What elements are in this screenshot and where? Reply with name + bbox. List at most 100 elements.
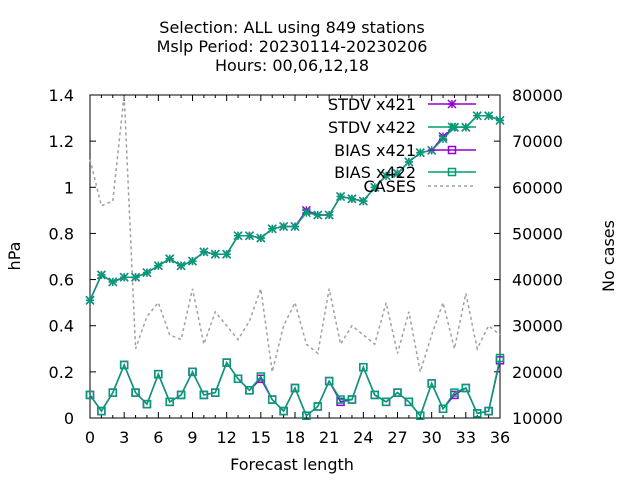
data-point — [447, 99, 457, 109]
data-point — [245, 386, 254, 395]
data-point — [381, 171, 391, 181]
y2-axis-label: No cases — [599, 220, 618, 292]
data-point — [302, 411, 311, 420]
data-point — [222, 358, 231, 367]
data-point-stroke — [210, 249, 220, 259]
series-line — [89, 115, 501, 301]
x-tick-label: 15 — [251, 428, 271, 447]
data-point-stroke — [381, 171, 391, 181]
data-point — [404, 157, 414, 167]
data-point-stroke — [404, 157, 414, 167]
data-point-stroke — [85, 295, 95, 305]
x-tick-label: 6 — [153, 428, 163, 447]
data-point — [404, 397, 414, 407]
data-point — [267, 224, 277, 234]
x-tick-label: 9 — [187, 428, 197, 447]
data-point — [97, 406, 106, 416]
title-line: Mslp Period: 20230114-20230206 — [157, 37, 428, 56]
chart-title: Selection: ALL using 849 stations Mslp P… — [157, 18, 428, 75]
data-point-stroke — [313, 210, 323, 220]
data-point — [313, 402, 323, 411]
x-axis: 0 3 6 9 12 15 18 21 24 27 30 33 36 — [85, 95, 510, 447]
data-point — [142, 268, 152, 278]
x-tick-label: 36 — [490, 428, 510, 447]
data-point — [324, 210, 334, 220]
data-point-stroke — [290, 221, 300, 232]
data-point-stroke — [108, 277, 118, 287]
data-point — [392, 168, 403, 178]
data-point — [495, 115, 505, 125]
data-point-stroke — [347, 194, 357, 204]
data-point — [165, 397, 174, 407]
data-point-stroke — [438, 134, 448, 144]
data-point — [301, 208, 311, 218]
data-point — [461, 383, 471, 393]
y-tick-label: 0 — [64, 409, 74, 428]
data-point — [131, 272, 141, 282]
data-point — [267, 395, 277, 404]
data-point — [447, 167, 457, 177]
y-tick-label: 1 — [64, 178, 74, 197]
data-point — [313, 210, 323, 220]
y2-tick-label: 70000 — [512, 132, 563, 151]
y-tick-label: 0.6 — [49, 271, 74, 290]
data-point — [279, 221, 289, 232]
x-tick-label: 27 — [387, 428, 407, 447]
data-point — [85, 390, 95, 400]
data-point — [210, 249, 220, 259]
y2-tick-label: 30000 — [512, 317, 563, 336]
data-point-stroke — [233, 231, 243, 241]
data-point-stroke — [495, 115, 505, 125]
data-point-stroke — [131, 272, 141, 282]
data-point — [427, 379, 436, 388]
data-point-stroke — [447, 99, 457, 109]
data-point — [290, 221, 300, 232]
y-tick-label: 1.4 — [49, 86, 74, 105]
data-point — [222, 249, 232, 259]
series-bias-x422 — [85, 353, 505, 420]
data-point-stroke — [96, 270, 106, 280]
data-point — [336, 191, 346, 202]
data-point — [358, 196, 368, 206]
y2-tick-label: 10000 — [512, 409, 563, 428]
legend-label: CASES — [363, 177, 416, 196]
data-point — [154, 369, 163, 379]
data-point — [108, 388, 118, 397]
data-point-stroke — [256, 233, 266, 243]
data-point — [176, 390, 186, 400]
data-point — [359, 362, 368, 372]
y-axis-label: hPa — [5, 242, 24, 271]
data-point — [96, 270, 106, 280]
data-point — [199, 247, 209, 257]
series-layer — [85, 94, 505, 420]
x-tick-label: 30 — [421, 428, 441, 447]
x-tick-label: 12 — [216, 428, 236, 447]
data-point — [279, 406, 288, 416]
series-cases — [89, 94, 501, 373]
data-point — [484, 111, 494, 121]
data-point — [188, 367, 197, 377]
data-point — [233, 374, 243, 384]
data-point-stroke — [447, 122, 457, 132]
series-line — [89, 357, 501, 418]
data-point-stroke — [279, 221, 289, 232]
y2-tick-label: 80000 — [512, 86, 563, 105]
y-axis-left: 0 0.2 0.4 0.6 0.8 1 1.2 1.4 — [49, 86, 96, 428]
x-axis-label: Forecast length — [230, 455, 354, 474]
data-point — [119, 360, 129, 370]
data-point — [336, 395, 345, 404]
title-line: Selection: ALL using 849 stations — [159, 18, 424, 37]
data-point — [393, 388, 402, 397]
data-point-stroke — [187, 256, 198, 266]
x-tick-label: 33 — [456, 428, 476, 447]
y-axis-right: 10000 20000 30000 40000 50000 60000 70000 80000 — [494, 86, 563, 428]
data-point — [416, 411, 425, 420]
data-point — [176, 261, 186, 271]
data-point — [233, 231, 243, 241]
data-point — [290, 383, 300, 393]
data-point — [244, 231, 254, 241]
legend-label: BIAS x422 — [334, 163, 416, 182]
data-point — [165, 254, 175, 264]
data-point — [108, 277, 118, 287]
